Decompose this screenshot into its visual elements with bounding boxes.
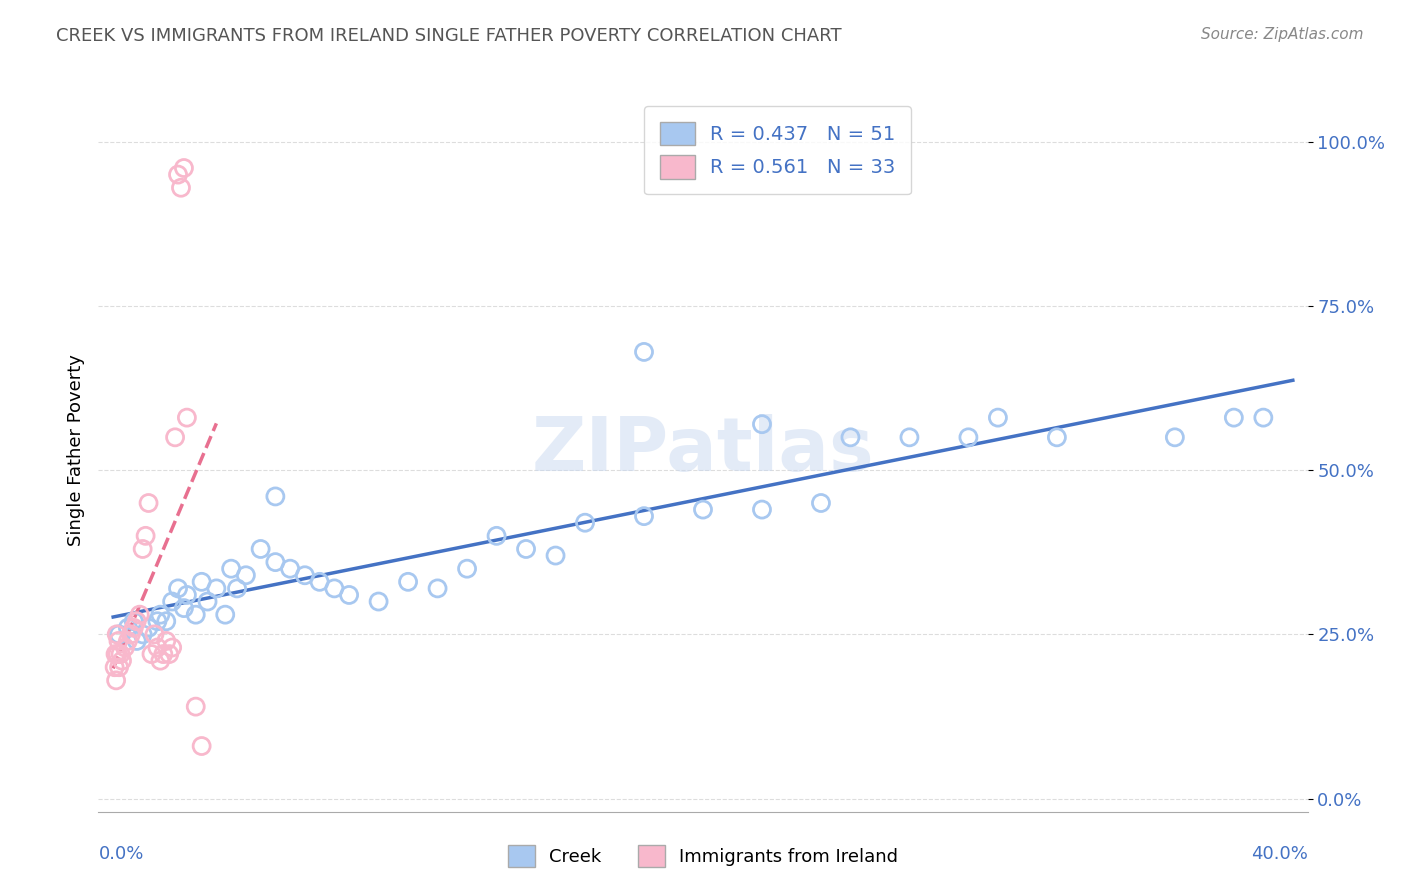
Point (107, 647, 129, 661)
Text: ZIPatlas: ZIPatlas (531, 414, 875, 487)
Point (1223, 410, 1246, 425)
Point (184, 699, 207, 714)
Point (165, 430, 187, 444)
Point (249, 541, 271, 556)
Point (226, 582, 249, 596)
Point (125, 614, 148, 628)
Point (176, 410, 198, 425)
Point (122, 621, 145, 635)
Point (131, 541, 153, 556)
Point (987, 410, 1010, 425)
Text: 0.0%: 0.0% (98, 845, 143, 863)
Point (456, 562, 478, 576)
Text: 40.0%: 40.0% (1251, 845, 1308, 863)
Legend: Creek, Immigrants from Ireland: Creek, Immigrants from Ireland (501, 838, 905, 874)
Point (117, 621, 139, 635)
Point (108, 627, 131, 641)
Point (214, 607, 236, 622)
Point (264, 555, 287, 569)
Point (131, 627, 153, 641)
Point (633, 509, 655, 524)
Y-axis label: Single Father Poverty: Single Father Poverty (66, 354, 84, 547)
Point (104, 647, 127, 661)
Point (155, 634, 177, 648)
Point (138, 621, 160, 635)
Point (235, 568, 257, 582)
Point (264, 490, 287, 504)
Point (105, 673, 128, 688)
Point (278, 562, 301, 576)
Point (138, 496, 160, 510)
Point (574, 516, 596, 530)
Point (839, 430, 862, 444)
Point (751, 417, 773, 432)
Point (515, 541, 537, 556)
Text: Source: ZipAtlas.com: Source: ZipAtlas.com (1201, 27, 1364, 42)
Point (692, 502, 714, 516)
Point (117, 634, 139, 648)
Point (170, 180, 193, 194)
Point (205, 582, 228, 596)
Point (155, 614, 177, 628)
Point (108, 660, 131, 674)
Point (1046, 430, 1069, 444)
Point (105, 627, 128, 641)
Point (122, 614, 145, 628)
Point (125, 634, 148, 648)
Point (1164, 430, 1187, 444)
Point (160, 594, 183, 608)
Point (143, 627, 166, 641)
Point (176, 588, 198, 602)
Point (751, 502, 773, 516)
Point (104, 660, 127, 674)
Point (810, 496, 832, 510)
Point (337, 588, 360, 602)
Point (146, 614, 169, 628)
Point (135, 529, 157, 543)
Point (141, 647, 163, 661)
Point (219, 562, 242, 576)
Legend: R = 0.437   N = 51, R = 0.561   N = 33: R = 0.437 N = 51, R = 0.561 N = 33 (644, 106, 911, 194)
Point (197, 594, 219, 608)
Point (157, 647, 180, 661)
Point (1253, 410, 1275, 425)
Point (160, 640, 183, 655)
Point (308, 574, 330, 589)
Point (184, 607, 207, 622)
Point (190, 574, 212, 589)
Point (128, 607, 150, 622)
Point (167, 168, 190, 182)
Point (110, 647, 132, 661)
Point (426, 582, 449, 596)
Point (152, 647, 174, 661)
Point (190, 739, 212, 753)
Point (173, 601, 195, 615)
Point (146, 640, 169, 655)
Point (120, 627, 142, 641)
Point (396, 574, 419, 589)
Point (485, 529, 508, 543)
Point (149, 607, 172, 622)
Point (323, 582, 346, 596)
Text: CREEK VS IMMIGRANTS FROM IRELAND SINGLE FATHER POVERTY CORRELATION CHART: CREEK VS IMMIGRANTS FROM IRELAND SINGLE … (56, 27, 842, 45)
Point (633, 345, 655, 359)
Point (167, 582, 190, 596)
Point (957, 430, 980, 444)
Point (294, 568, 316, 582)
Point (173, 161, 195, 175)
Point (544, 549, 567, 563)
Point (367, 594, 389, 608)
Point (111, 654, 134, 668)
Point (114, 640, 136, 655)
Point (898, 430, 921, 444)
Point (107, 634, 129, 648)
Point (149, 654, 172, 668)
